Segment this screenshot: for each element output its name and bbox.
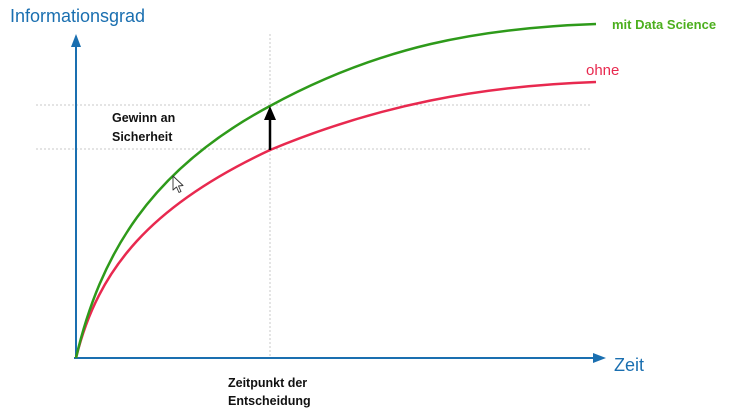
gain-annotation-line1: Gewinn an [112, 111, 176, 125]
y-axis-title: Informationsgrad [10, 6, 146, 26]
label-with-data-science: mit Data Science [612, 17, 717, 32]
decision-annotation: Zeitpunkt der Entscheidung [228, 374, 311, 410]
label-without: ohne [586, 62, 620, 79]
x-axis-arrowhead [593, 353, 606, 363]
decision-annotation-line1: Zeitpunkt der [228, 376, 308, 390]
gain-arrowhead [264, 106, 276, 120]
y-axis-arrowhead [71, 34, 81, 47]
gain-annotation: Gewinn an Sicherheit [112, 109, 175, 147]
mouse-cursor-icon [172, 175, 184, 193]
decision-annotation-line2: Entscheidung [228, 394, 311, 408]
gain-annotation-line2: Sicherheit [112, 130, 173, 144]
curve-with-data-science [74, 22, 597, 359]
x-axis-title: Zeit [614, 355, 645, 375]
